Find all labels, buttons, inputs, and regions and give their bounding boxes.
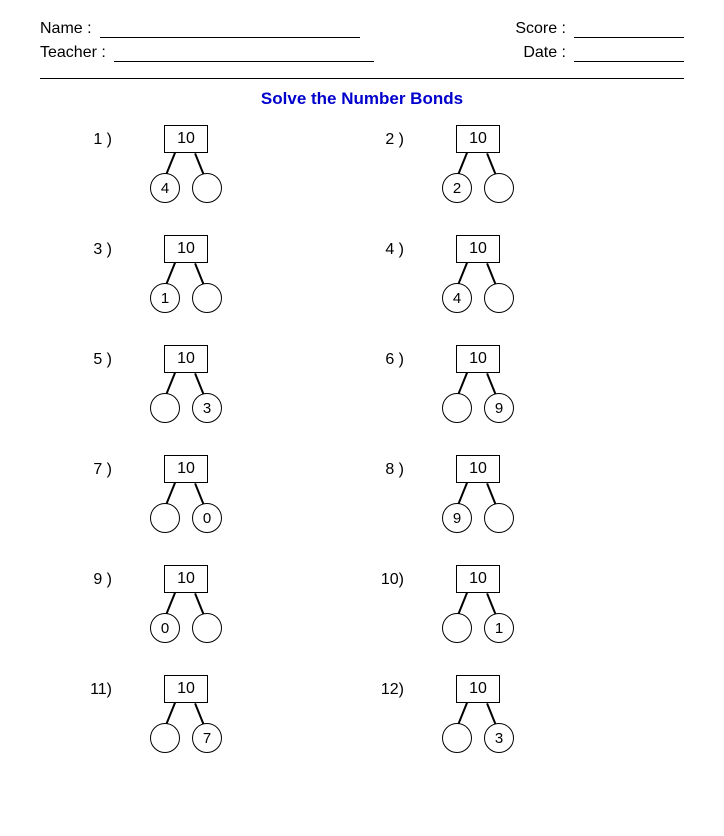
problem: 6 ) 10 9 bbox=[372, 345, 644, 425]
bond-total-box: 10 bbox=[456, 125, 500, 153]
date-field: Date : bbox=[523, 44, 684, 62]
problem: 3 ) 10 1 bbox=[80, 235, 352, 315]
number-bond: 10 2 bbox=[418, 125, 538, 205]
header-divider bbox=[40, 78, 684, 79]
number-bond: 10 1 bbox=[126, 235, 246, 315]
bond-total-box: 10 bbox=[164, 235, 208, 263]
bond-part-right[interactable] bbox=[192, 613, 222, 643]
bond-part-left[interactable] bbox=[442, 613, 472, 643]
problem-number: 9 ) bbox=[80, 565, 112, 589]
date-line[interactable] bbox=[574, 46, 684, 62]
bond-part-left[interactable] bbox=[150, 723, 180, 753]
header-row-2: Teacher : Date : bbox=[40, 44, 684, 62]
problem: 7 ) 10 0 bbox=[80, 455, 352, 535]
bond-total-box: 10 bbox=[164, 565, 208, 593]
problem-number: 4 ) bbox=[372, 235, 404, 259]
number-bond: 10 1 bbox=[418, 565, 538, 645]
bond-part-right[interactable] bbox=[484, 173, 514, 203]
bond-part-left: 4 bbox=[150, 173, 180, 203]
bond-total-box: 10 bbox=[164, 455, 208, 483]
bond-part-left[interactable] bbox=[442, 393, 472, 423]
bond-part-right[interactable] bbox=[192, 283, 222, 313]
bond-part-right[interactable] bbox=[484, 503, 514, 533]
number-bond: 10 4 bbox=[126, 125, 246, 205]
problem: 10) 10 1 bbox=[372, 565, 644, 645]
number-bond: 10 3 bbox=[418, 675, 538, 755]
bond-total-box: 10 bbox=[456, 675, 500, 703]
problem: 8 ) 10 9 bbox=[372, 455, 644, 535]
score-label: Score : bbox=[515, 20, 566, 38]
number-bond: 10 3 bbox=[126, 345, 246, 425]
bond-part-left: 4 bbox=[442, 283, 472, 313]
problem-number: 6 ) bbox=[372, 345, 404, 369]
bond-part-right: 3 bbox=[484, 723, 514, 753]
teacher-label: Teacher : bbox=[40, 44, 106, 62]
bond-total-box: 10 bbox=[456, 455, 500, 483]
bond-part-right[interactable] bbox=[192, 173, 222, 203]
problem: 5 ) 10 3 bbox=[80, 345, 352, 425]
bond-part-left: 9 bbox=[442, 503, 472, 533]
problem-number: 5 ) bbox=[80, 345, 112, 369]
bond-total-box: 10 bbox=[164, 675, 208, 703]
number-bond: 10 9 bbox=[418, 455, 538, 535]
bond-part-right: 1 bbox=[484, 613, 514, 643]
bond-part-right: 3 bbox=[192, 393, 222, 423]
bond-part-left[interactable] bbox=[150, 393, 180, 423]
bond-part-right: 7 bbox=[192, 723, 222, 753]
number-bond: 10 0 bbox=[126, 565, 246, 645]
bond-part-right: 9 bbox=[484, 393, 514, 423]
bond-part-left: 1 bbox=[150, 283, 180, 313]
bond-part-right[interactable] bbox=[484, 283, 514, 313]
bond-total-box: 10 bbox=[456, 565, 500, 593]
number-bond: 10 0 bbox=[126, 455, 246, 535]
bond-total-box: 10 bbox=[164, 345, 208, 373]
name-field: Name : bbox=[40, 20, 360, 38]
number-bond: 10 4 bbox=[418, 235, 538, 315]
bond-total-box: 10 bbox=[456, 235, 500, 263]
name-label: Name : bbox=[40, 20, 92, 38]
problem: 1 ) 10 4 bbox=[80, 125, 352, 205]
number-bond: 10 9 bbox=[418, 345, 538, 425]
teacher-field: Teacher : bbox=[40, 44, 374, 62]
bond-part-left[interactable] bbox=[150, 503, 180, 533]
problem-number: 1 ) bbox=[80, 125, 112, 149]
header-row-1: Name : Score : bbox=[40, 20, 684, 38]
problem-number: 12) bbox=[372, 675, 404, 699]
problem: 2 ) 10 2 bbox=[372, 125, 644, 205]
bond-part-left: 0 bbox=[150, 613, 180, 643]
bond-part-left: 2 bbox=[442, 173, 472, 203]
worksheet-title: Solve the Number Bonds bbox=[40, 89, 684, 109]
bond-total-box: 10 bbox=[456, 345, 500, 373]
score-line[interactable] bbox=[574, 22, 684, 38]
number-bond: 10 7 bbox=[126, 675, 246, 755]
problem-number: 11) bbox=[80, 675, 112, 699]
problem-number: 8 ) bbox=[372, 455, 404, 479]
problem-number: 2 ) bbox=[372, 125, 404, 149]
teacher-line[interactable] bbox=[114, 46, 374, 62]
bond-part-left[interactable] bbox=[442, 723, 472, 753]
problem: 4 ) 10 4 bbox=[372, 235, 644, 315]
problem: 11) 10 7 bbox=[80, 675, 352, 755]
problem: 9 ) 10 0 bbox=[80, 565, 352, 645]
date-label: Date : bbox=[523, 44, 566, 62]
problem-number: 3 ) bbox=[80, 235, 112, 259]
score-field: Score : bbox=[515, 20, 684, 38]
bond-part-right: 0 bbox=[192, 503, 222, 533]
problems-grid: 1 )1042 )1023 )1014 )1045 )1036 )1097 )1… bbox=[40, 125, 684, 755]
problem-number: 10) bbox=[372, 565, 404, 589]
problem-number: 7 ) bbox=[80, 455, 112, 479]
name-line[interactable] bbox=[100, 22, 360, 38]
bond-total-box: 10 bbox=[164, 125, 208, 153]
problem: 12) 10 3 bbox=[372, 675, 644, 755]
